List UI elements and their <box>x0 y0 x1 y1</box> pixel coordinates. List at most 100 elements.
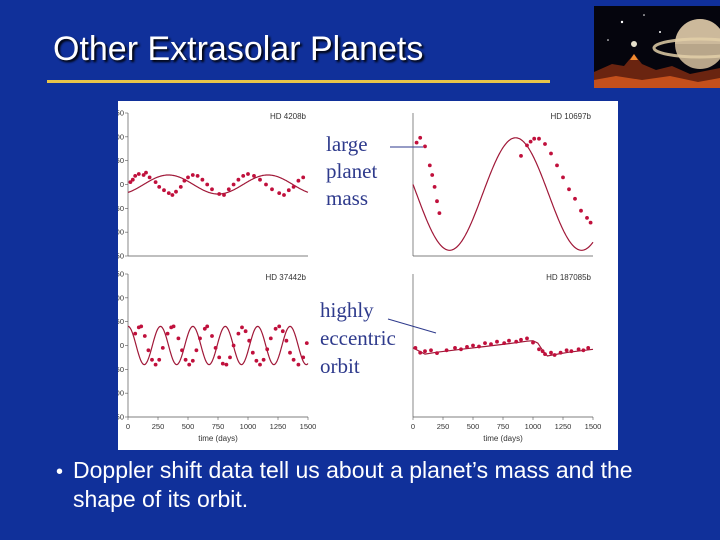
data-point <box>543 142 547 146</box>
chart-panel-1: 150100500−50−100−150star's velocity (m/s… <box>118 109 309 261</box>
x-tick-label: 1500 <box>300 422 317 431</box>
data-point <box>213 346 218 350</box>
data-point <box>519 154 523 158</box>
data-point <box>174 189 178 194</box>
data-point <box>413 346 418 350</box>
data-point <box>146 348 151 353</box>
data-point <box>282 193 286 197</box>
data-point <box>254 358 259 363</box>
data-point <box>537 136 541 141</box>
data-point <box>165 331 170 336</box>
data-point <box>280 329 285 334</box>
x-tick-label: 0 <box>411 422 415 431</box>
x-tick-label: 750 <box>497 422 510 431</box>
data-point <box>205 182 210 187</box>
data-point <box>183 357 188 362</box>
y-tick-label: −150 <box>118 413 124 422</box>
data-point <box>569 349 574 354</box>
data-point <box>170 193 175 197</box>
data-point <box>284 338 289 343</box>
data-point <box>200 177 205 182</box>
data-point <box>432 185 437 189</box>
x-tick-label: 750 <box>212 422 225 431</box>
data-point <box>270 187 274 192</box>
data-point <box>236 177 241 182</box>
y-tick-label: 100 <box>118 132 124 141</box>
x-axis-title: time (days) <box>483 434 523 443</box>
data-point <box>166 191 171 195</box>
data-point <box>418 135 423 140</box>
data-point <box>581 348 586 353</box>
panel-title: HD 187085b <box>546 273 591 282</box>
data-point <box>423 349 427 354</box>
annotation-large-planet-mass: planet <box>326 159 377 183</box>
data-point <box>465 345 469 349</box>
data-point <box>236 331 241 336</box>
annotation-highly-eccentric-orbit: highly <box>320 298 374 322</box>
data-point <box>246 172 250 176</box>
data-point <box>567 187 571 192</box>
data-point <box>226 187 231 192</box>
data-point <box>217 192 222 196</box>
data-point <box>150 357 154 362</box>
data-point <box>195 174 200 178</box>
slide-title: Other Extrasolar Planets <box>53 30 424 68</box>
data-point <box>525 336 529 341</box>
data-point <box>564 348 569 353</box>
data-point <box>268 336 273 341</box>
x-tick-label: 1000 <box>525 422 542 431</box>
data-point <box>187 362 192 367</box>
data-point <box>265 347 270 352</box>
data-point <box>576 347 581 352</box>
data-point <box>133 331 138 336</box>
data-point <box>525 143 529 148</box>
doppler-charts: 150100500−50−100−150star's velocity (m/s… <box>118 109 601 444</box>
y-tick-label: −50 <box>118 365 124 374</box>
data-point <box>435 199 439 204</box>
data-point <box>231 182 236 187</box>
data-point <box>429 348 433 353</box>
data-point <box>144 170 148 175</box>
data-point <box>573 196 577 201</box>
fit-curve <box>127 325 309 366</box>
x-tick-label: 500 <box>182 422 195 431</box>
x-tick-label: 1250 <box>555 422 572 431</box>
data-point <box>130 177 135 182</box>
data-point <box>258 177 262 182</box>
data-point <box>210 187 214 192</box>
data-point <box>243 329 248 334</box>
data-point <box>586 346 591 350</box>
annotation-large-planet-mass: mass <box>326 186 368 210</box>
y-tick-label: 150 <box>118 109 124 118</box>
annotation-large-planet-mass: large <box>326 132 368 156</box>
data-point <box>133 174 138 178</box>
data-point <box>190 358 195 363</box>
data-point <box>414 140 419 145</box>
data-point <box>190 173 195 177</box>
panel-title: HD 10697b <box>551 112 592 121</box>
data-point <box>153 180 158 184</box>
data-point <box>194 348 199 353</box>
data-point <box>198 336 202 341</box>
chart-panel-3: 150100500−50−100−15002505007501000125015… <box>118 270 316 444</box>
data-point <box>291 185 296 189</box>
data-point <box>250 350 255 355</box>
data-point <box>471 343 475 348</box>
data-point <box>205 324 210 329</box>
data-point <box>301 355 306 360</box>
data-point <box>437 211 442 215</box>
data-point <box>549 151 553 156</box>
data-point <box>507 338 511 343</box>
data-point <box>178 185 183 189</box>
data-point <box>128 180 133 184</box>
data-point <box>558 350 563 355</box>
data-point <box>304 341 309 345</box>
data-point <box>157 185 162 189</box>
data-point <box>186 175 190 180</box>
data-point <box>483 341 487 345</box>
y-tick-label: −150 <box>118 252 124 261</box>
data-point <box>171 324 176 329</box>
data-point <box>160 346 165 350</box>
data-point <box>176 336 181 341</box>
data-point <box>228 355 232 360</box>
